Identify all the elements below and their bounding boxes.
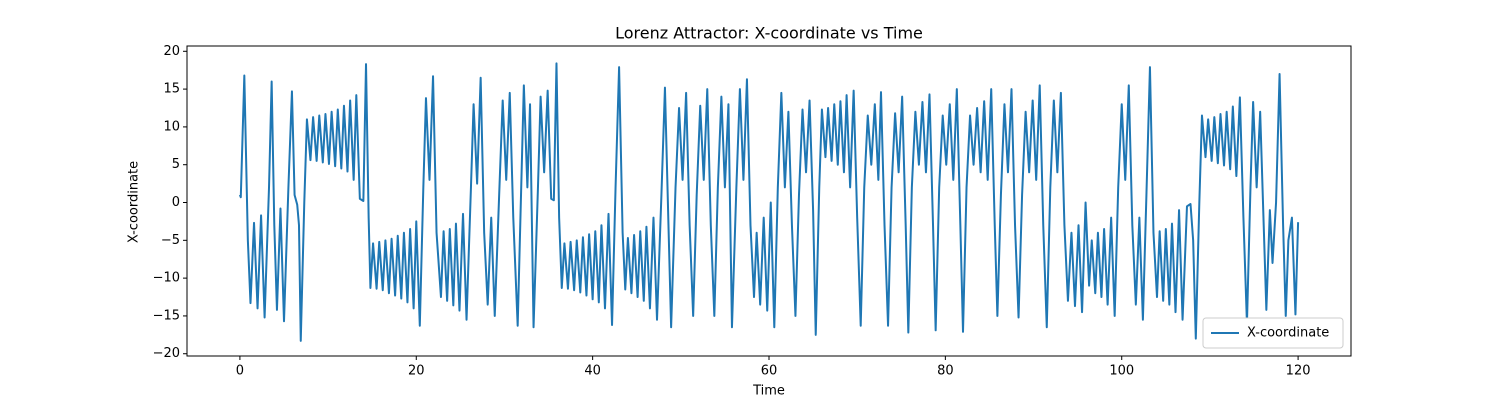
y-tick-label: 15 (163, 82, 180, 97)
y-axis-label: X-coordinate (127, 161, 142, 243)
x-tick-label: 100 (1109, 364, 1134, 379)
y-tick-label: 10 (163, 119, 180, 134)
series-line (238, 62, 1300, 342)
y-tick-label: 0 (172, 195, 180, 210)
x-tick-label: 20 (408, 364, 425, 379)
chart-title: Lorenz Attractor: X-coordinate vs Time (615, 24, 923, 43)
y-tick-label: −10 (153, 271, 180, 286)
x-tick-label: 60 (761, 364, 778, 379)
legend-box (1202, 317, 1344, 349)
y-tick-label: −15 (153, 308, 180, 323)
x-tick-label: 0 (236, 364, 244, 379)
x-tick-label: 120 (1286, 364, 1311, 379)
y-tick-label: 20 (163, 44, 180, 59)
x-tick-label: 40 (584, 364, 601, 379)
y-tick-label: −20 (153, 346, 180, 361)
y-tick-label: −5 (161, 233, 180, 248)
y-tick-label: 5 (172, 157, 180, 172)
x-tick-label: 80 (937, 364, 954, 379)
axes-frame (186, 45, 1352, 357)
legend-label: X-coordinate (1247, 326, 1329, 341)
x-axis-label: Time (752, 384, 785, 399)
